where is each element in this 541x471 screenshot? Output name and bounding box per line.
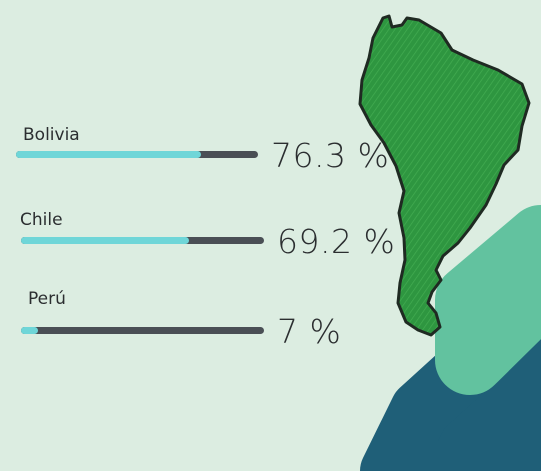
category-label: Bolivia: [23, 125, 80, 145]
bar-track: [21, 327, 264, 334]
stripe-light: [435, 205, 541, 395]
value-label: 69.2 %: [277, 222, 396, 261]
bar-fill-chile: [21, 237, 190, 244]
continent-shape: [358, 14, 531, 337]
value-label: 76.3 %: [271, 136, 390, 175]
bar-fill-bolivia: [16, 151, 201, 158]
bar-track: [21, 237, 264, 244]
value-label: 7 %: [277, 312, 342, 351]
category-label: Perú: [28, 289, 66, 309]
bar-fill-peru: [21, 327, 38, 334]
bar-track: [16, 151, 258, 158]
category-label: Chile: [20, 210, 63, 230]
